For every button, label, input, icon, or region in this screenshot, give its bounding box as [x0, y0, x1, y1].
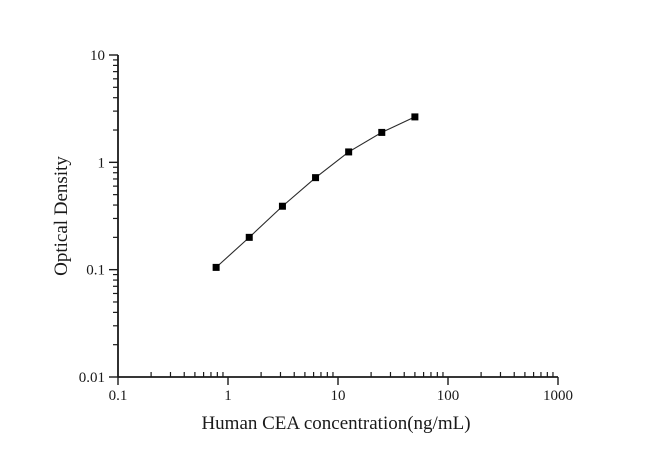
y-axis-title: Optical Density: [51, 156, 72, 276]
y-tick-label: 0.01: [79, 370, 105, 386]
x-tick-label: 100: [437, 388, 460, 404]
data-point-marker: [278, 202, 286, 210]
data-line: [215, 116, 416, 268]
data-point-marker: [411, 113, 419, 121]
y-tick-label: 0.1: [86, 263, 105, 279]
y-tick-label: 10: [90, 48, 105, 64]
x-tick-label: 10: [331, 388, 346, 404]
data-point-marker: [312, 174, 320, 182]
x-tick-label: 0.1: [109, 388, 128, 404]
x-tick-label: 1000: [543, 388, 573, 404]
data-point-marker: [212, 263, 220, 271]
x-axis-title: Human CEA concentration(ng/mL): [201, 413, 470, 434]
axis-lines: [117, 55, 558, 378]
data-point-marker: [245, 233, 253, 241]
x-tick-label: 1: [224, 388, 232, 404]
data-point-marker: [345, 148, 353, 156]
data-series: [212, 113, 419, 271]
data-point-marker: [378, 128, 386, 136]
y-tick-label: 1: [98, 155, 106, 171]
